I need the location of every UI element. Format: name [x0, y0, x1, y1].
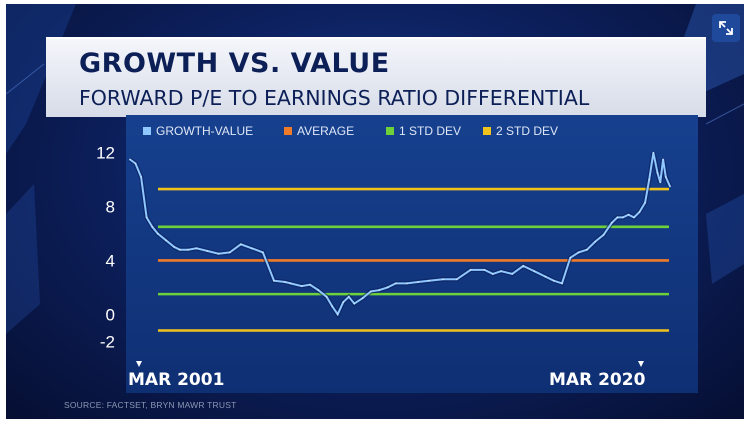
growth-value-point [206, 250, 209, 252]
growth-value-point [428, 279, 430, 282]
growth-value-point [173, 246, 176, 248]
growth-value-point [239, 243, 242, 246]
growth-value-point [378, 289, 381, 291]
growth-value-point [633, 216, 635, 219]
growth-value-point [500, 270, 502, 273]
source-credit: SOURCE: FACTSET, BRYN MAWR TRUST [64, 400, 237, 410]
growth-value-point [469, 269, 472, 271]
legend-label-average: AVERAGE [297, 124, 355, 138]
growth-value-point [289, 282, 292, 285]
growth-value-point [347, 296, 350, 298]
growth-value-line [129, 152, 671, 317]
growth-value-point [665, 176, 667, 178]
growth-value-point [586, 248, 588, 251]
growth-value-point [195, 247, 198, 250]
growth-value-point [669, 185, 671, 188]
chart-subtitle: FORWARD P/E TO EARNINGS RATIO DIFFERENTI… [79, 86, 590, 110]
growth-value-point [455, 278, 458, 281]
growth-value-point [638, 211, 641, 213]
growth-value-point [577, 251, 580, 254]
growth-value-point [622, 216, 624, 219]
growth-value-point [594, 240, 597, 243]
growth-value-point [627, 213, 630, 216]
x-label-start: MAR 2001 [128, 370, 225, 390]
growth-value-point [406, 282, 408, 285]
y-tick-label: -2 [100, 332, 115, 351]
chart-title: GROWTH VS. VALUE [79, 48, 390, 79]
growth-value-point [342, 301, 345, 304]
growth-value-point [616, 216, 619, 219]
growth-value-point [370, 290, 372, 293]
growth-value-point [602, 234, 605, 236]
growth-value-point [262, 251, 264, 254]
legend-swatch-average [284, 127, 292, 135]
growth-value-point [325, 296, 328, 298]
growth-value-point [129, 158, 131, 161]
growth-value-point [187, 248, 189, 251]
growth-value-point [522, 265, 525, 267]
growth-value-point [273, 279, 275, 282]
y-tick-label: 12 [96, 144, 115, 163]
growth-value-point [165, 239, 167, 242]
title-band: GROWTH VS. VALUE FORWARD P/E TO EARNINGS… [46, 37, 706, 117]
growth-value-point [648, 178, 651, 181]
growth-value-point [386, 286, 389, 289]
growth-value-point [140, 176, 142, 178]
growth-value-point [309, 283, 311, 286]
growth-value-point [659, 181, 662, 184]
growth-value-point [656, 172, 659, 174]
growth-value-point [442, 278, 444, 281]
growth-value-point [134, 162, 137, 165]
growth-value-point [644, 201, 646, 204]
x-tick-marker-end [638, 361, 644, 367]
legend-label-2-std-dev: 2 STD DEV [496, 124, 559, 138]
growth-value-point [417, 281, 419, 283]
growth-value-point [353, 302, 356, 305]
growth-value-point [569, 256, 572, 259]
growth-value-point [533, 270, 536, 273]
growth-value-point [317, 289, 320, 291]
y-tick-label: 8 [106, 198, 115, 217]
growth-value-point [552, 279, 555, 282]
growth-value-point [179, 248, 181, 251]
y-tick-label: 4 [106, 251, 115, 270]
legend-label-1-std-dev: 1 STD DEV [399, 124, 462, 138]
y-tick-label: 0 [106, 305, 115, 324]
growth-value-point [228, 251, 231, 254]
legend-swatch-2-std-dev [483, 127, 491, 135]
growth-value-point [151, 226, 153, 228]
growth-value-point [217, 252, 220, 255]
growth-value-point [331, 305, 333, 308]
growth-value-point [491, 273, 494, 275]
growth-value-point [284, 281, 286, 283]
growth-value-point [156, 232, 159, 235]
growth-value-line-shadow [128, 152, 673, 319]
x-label-end: MAR 2020 [549, 370, 646, 390]
legend-average: AVERAGE [284, 124, 354, 138]
legend-label-growth-value: GROWTH-VALUE [156, 124, 254, 138]
legend-2-std-dev: 2 STD DEV [483, 124, 558, 138]
growth-value-point [300, 285, 303, 287]
video-frame: GROWTH VS. VALUE FORWARD P/E TO EARNINGS… [6, 4, 744, 419]
x-tick-marker-start [136, 361, 142, 367]
growth-value-point [483, 269, 486, 271]
growth-value-point [611, 221, 613, 224]
growth-value-point [145, 216, 148, 219]
legend-growth-value: GROWTH-VALUE [143, 124, 253, 138]
growth-value-point [511, 273, 513, 275]
growth-value-point [662, 158, 664, 161]
growth-value-point [336, 313, 339, 316]
growth-value-point [395, 282, 397, 285]
expand-button[interactable] [712, 14, 740, 42]
legend-swatch-growth-value [143, 127, 151, 135]
growth-value-point [251, 247, 253, 250]
growth-value-point [652, 151, 655, 154]
growth-value-point [561, 282, 563, 285]
growth-value-point [361, 297, 364, 299]
legend-1-std-dev: 1 STD DEV [386, 124, 461, 138]
expand-arrows-icon [719, 21, 733, 35]
chart-plot: 12 8 4 0 -2 [96, 144, 673, 367]
legend-swatch-1-std-dev [386, 127, 394, 135]
growth-value-point [544, 275, 547, 278]
